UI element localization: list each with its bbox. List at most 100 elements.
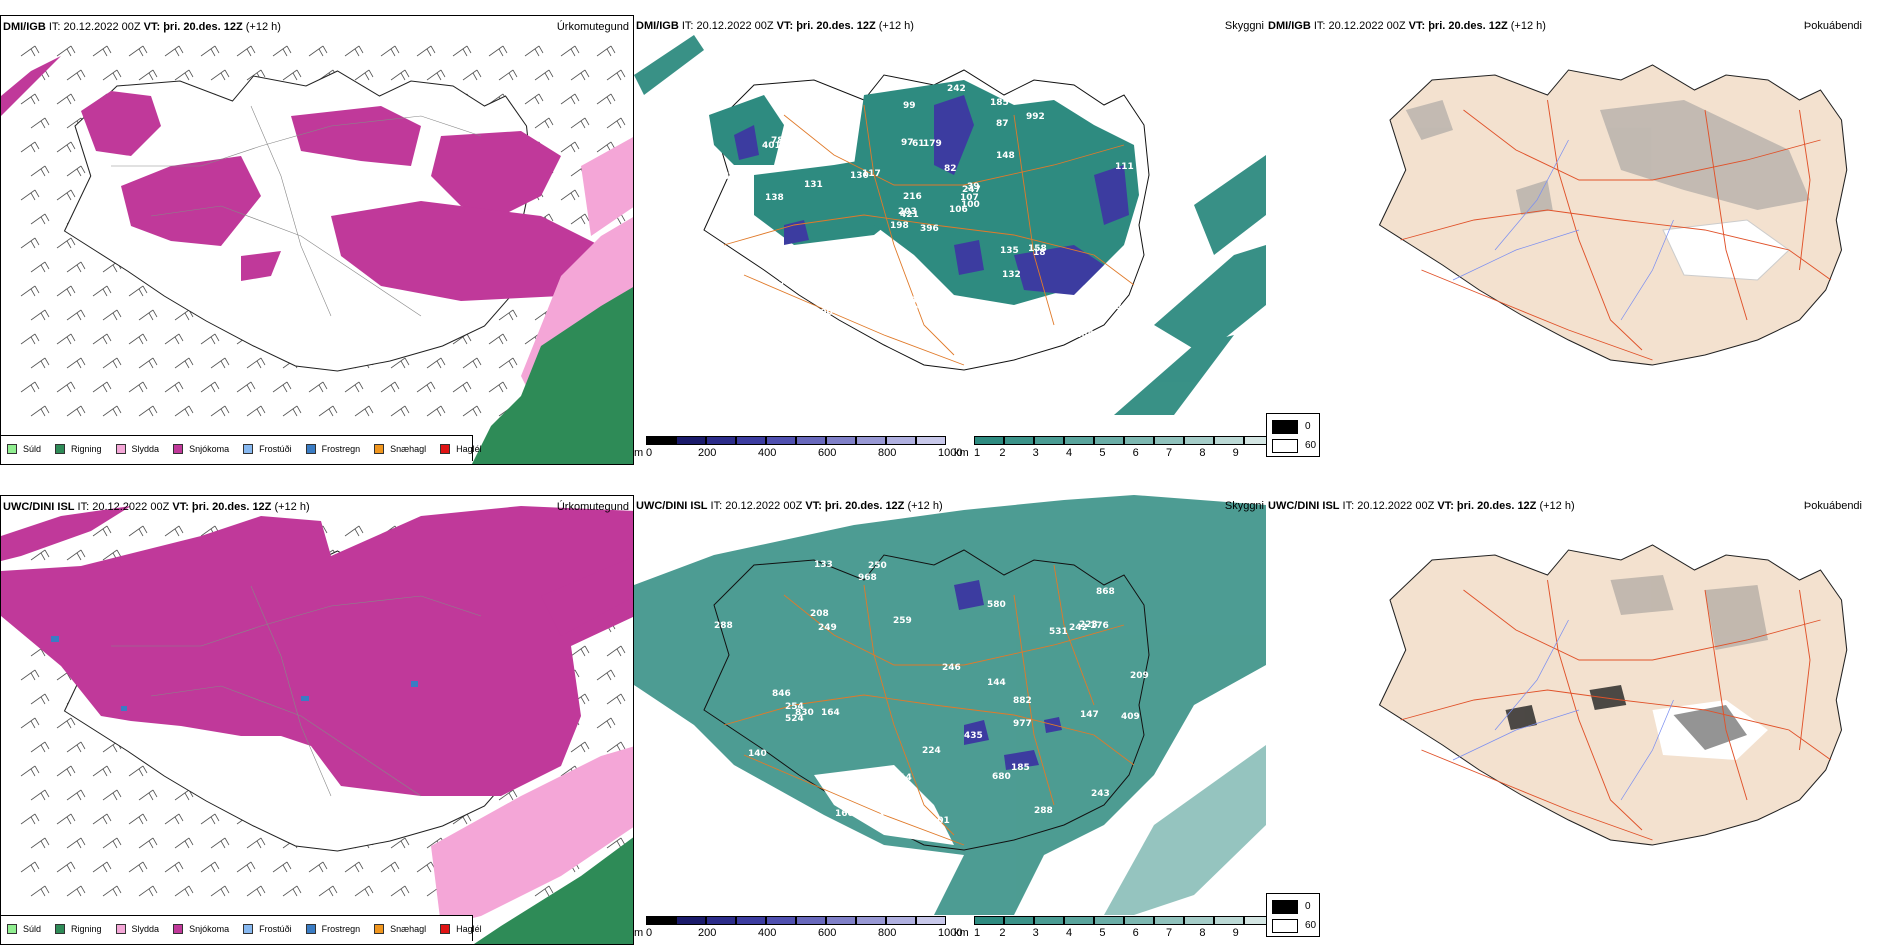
legend-label: Frostúði [259, 923, 292, 934]
wind-barb [380, 381, 400, 393]
wind-barb [66, 69, 86, 81]
wind-barb [164, 813, 184, 825]
wind-barb [416, 381, 436, 393]
wind-barb [20, 93, 40, 105]
wind-barb [246, 837, 266, 849]
colorbar-tick: 4 [1066, 447, 1073, 459]
legend-label: Haglél [456, 443, 482, 454]
wind-barb [56, 93, 76, 105]
visibility-map: 409 680 531 259 208 160 246 243 209 144 288 133 140 1… [634, 495, 1266, 915]
wind-barb [102, 357, 122, 369]
wind-barb [20, 381, 40, 393]
legend-item: Frostúði [243, 923, 292, 934]
visibility-value-label: 242 [1069, 623, 1088, 633]
wind-barb [30, 357, 50, 369]
wind-barb [282, 405, 302, 417]
visibility-value-label: 100 [961, 200, 980, 210]
legend-swatch [374, 923, 385, 934]
visibility-value-label: 100 [825, 140, 844, 150]
wind-barb [282, 69, 302, 81]
visibility-value-label: 882 [1013, 696, 1032, 706]
visibility-value-label: 138 [765, 193, 784, 203]
colorbar-unit: m [634, 927, 644, 939]
colorbar-segment [1064, 436, 1094, 445]
visibility-value-label: 147 [1080, 710, 1099, 720]
wind-barb [30, 261, 50, 273]
visibility-value-label: 203 [898, 207, 917, 217]
visibility-value-label: 135 [1000, 246, 1019, 256]
visibility-value-label: 254 [785, 702, 804, 712]
legend-swatch [305, 443, 316, 454]
legend-swatch [305, 923, 316, 934]
wind-barb [606, 645, 626, 657]
visibility-value-label: 259 [893, 616, 912, 626]
legend-item: Súld [7, 923, 41, 934]
visibility-value-label: 173 [1103, 302, 1122, 312]
visibility-value-label: 224 [922, 746, 941, 756]
colorbar-unit: km [954, 927, 969, 939]
wind-barb [164, 333, 184, 345]
wind-barb [30, 309, 50, 321]
wind-barb [596, 45, 616, 57]
wind-barb [210, 405, 230, 417]
wind-barb [236, 45, 256, 57]
colorbar-tick: 400 [758, 927, 777, 939]
fog-legend-low-swatch [1272, 900, 1298, 914]
visibility-value-label: 288 [714, 621, 733, 631]
legend-label: Snjókoma [189, 443, 230, 454]
wind-barb [174, 69, 194, 81]
wind-barb [452, 45, 472, 57]
legend-item: Haglél [440, 443, 482, 454]
wind-barb [560, 45, 580, 57]
wind-barb [210, 885, 230, 897]
legend-swatch [440, 923, 451, 934]
fog-legend-low-swatch [1272, 420, 1298, 434]
colorbar-tick: 1 [974, 447, 981, 459]
wind-barb [246, 357, 266, 369]
legend-item: Rigning [55, 923, 102, 934]
colorbar-tick: 6 [1132, 927, 1139, 939]
fog-legend-high: 60 [1305, 920, 1317, 931]
visibility-value-label: 314 [893, 773, 912, 783]
legend-swatch [374, 443, 385, 454]
wind-barb [30, 549, 50, 561]
panel-header: DMI/IGB IT: 20.12.2022 00Z VT: þri. 20.d… [1268, 20, 1546, 32]
legend-label: Frostregn [321, 923, 361, 934]
visibility-value-label: 106 [949, 205, 968, 215]
precip-legend: Súld Rigning Slydda Snjókoma Frostúði Frostre… [1, 915, 482, 941]
wind-barb [138, 837, 158, 849]
colorbar-segment [1184, 436, 1214, 445]
legend-label: Snæhagl [390, 443, 427, 454]
precip-type-map [1, 45, 633, 464]
visibility-value-label: 133 [814, 560, 833, 570]
panel-header: UWC/DINI ISL IT: 20.12.2022 00Z VT: þri.… [636, 500, 943, 512]
colorbar-segment [1004, 916, 1034, 925]
legend-swatch [55, 923, 66, 934]
colorbar-tick: 8 [1199, 927, 1206, 939]
fog-legend-high-swatch [1272, 919, 1298, 933]
visibility-value-label: 160 [835, 809, 854, 819]
wind-barb [416, 45, 436, 57]
wind-barb [20, 669, 40, 681]
legend-item: Snjókoma [173, 443, 230, 454]
wind-barb [488, 333, 508, 345]
visibility-value-label: 105 [788, 91, 807, 101]
colorbar-segment [1094, 436, 1124, 445]
wind-barb [20, 141, 40, 153]
visibility-value-label: 983 [896, 789, 915, 799]
visibility-km-colorbar: km12345678910 [954, 916, 1266, 944]
wind-barb [488, 381, 508, 393]
visibility-m-colorbar: m 0 200 400 600 800 1000 [634, 436, 962, 464]
legend-swatch [440, 443, 451, 454]
wind-barb [390, 885, 410, 897]
panel-fog-dmi: DMI/IGB IT: 20.12.2022 00Z VT: þri. 20.d… [1266, 15, 1900, 465]
wind-barb [20, 861, 40, 873]
colorbar-segment [974, 436, 1004, 445]
wind-barb [426, 405, 446, 417]
colorbar-tick: 3 [1032, 927, 1039, 939]
wind-barb [138, 885, 158, 897]
wind-barb [30, 885, 50, 897]
wind-barb [308, 381, 328, 393]
colorbar-tick: 1000 [938, 927, 963, 939]
wind-barb [56, 717, 76, 729]
